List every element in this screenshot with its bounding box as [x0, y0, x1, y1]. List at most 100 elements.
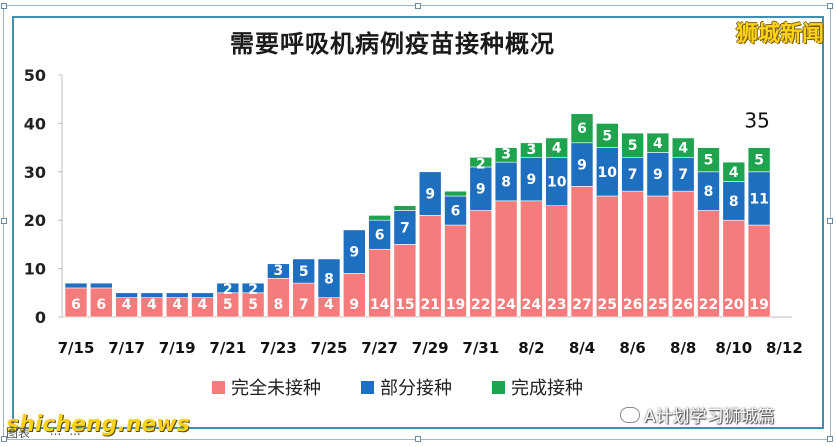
bar-complete — [570, 113, 594, 144]
data-label-unvaccinated: 4 — [198, 297, 208, 313]
bar-complete — [621, 132, 644, 158]
data-label-partial: 8 — [729, 194, 739, 210]
data-label-partial: 8 — [704, 184, 714, 200]
data-label-partial: 3 — [274, 263, 284, 279]
x-tick-label: 8/10 — [715, 339, 752, 357]
legend-label: 完成接种 — [511, 378, 583, 399]
data-label-partial: 8 — [501, 174, 511, 190]
x-tick-label: 7/15 — [58, 339, 95, 357]
y-tick-label: 30 — [24, 163, 46, 182]
data-label-complete: 2 — [476, 156, 486, 172]
data-label-partial: 9 — [653, 167, 663, 183]
data-label-complete: 3 — [501, 147, 511, 163]
data-label-unvaccinated: 22 — [699, 297, 718, 313]
bar-complete — [494, 147, 518, 163]
bar-complete — [393, 205, 417, 211]
caption-item: ... — [49, 424, 62, 438]
data-label-partial: 9 — [425, 187, 435, 203]
legend-swatch — [492, 380, 505, 394]
data-label-partial: 7 — [400, 220, 410, 236]
bar-partial — [191, 292, 214, 298]
data-label-unvaccinated: 5 — [248, 297, 258, 313]
caption-bar: 图表 · ... ... — [6, 424, 81, 441]
data-label-unvaccinated: 25 — [598, 297, 617, 313]
data-label-partial: 2 — [248, 282, 258, 298]
bar-complete — [444, 190, 467, 197]
legend-label: 完全未接种 — [231, 378, 321, 399]
x-tick-label: 7/23 — [260, 339, 297, 357]
data-label-partial: 6 — [375, 228, 385, 244]
y-tick-label: 10 — [24, 260, 46, 279]
bar-complete — [520, 142, 543, 158]
data-label-complete: 5 — [628, 138, 638, 154]
data-label-unvaccinated: 19 — [446, 297, 465, 313]
bar-complete — [595, 123, 619, 148]
data-label-complete: 4 — [678, 141, 688, 157]
data-label-unvaccinated: 4 — [122, 297, 132, 313]
data-label-complete: 5 — [704, 153, 714, 169]
data-label-partial: 7 — [678, 167, 688, 183]
x-tick-label: 7/31 — [462, 339, 499, 357]
x-tick-label: 8/4 — [569, 339, 595, 357]
bar-complete — [722, 161, 746, 182]
data-label-unvaccinated: 23 — [547, 297, 566, 313]
bar-complete — [469, 156, 493, 168]
bar-partial — [216, 282, 240, 294]
legend-item-unvaccinated: 完全未接种 — [212, 374, 321, 400]
data-label-unvaccinated: 7 — [299, 297, 309, 313]
resize-handle-bottom-left[interactable] — [1, 436, 7, 442]
bar-complete — [671, 137, 695, 158]
data-label-complete: 4 — [729, 165, 739, 181]
resize-handle-top-right[interactable] — [827, 3, 833, 9]
data-label-unvaccinated: 15 — [395, 297, 414, 313]
data-label-unvaccinated: 26 — [673, 297, 692, 313]
data-label-complete: 5 — [754, 153, 764, 169]
data-label-partial: 9 — [476, 182, 486, 198]
legend-label: 部分接种 — [380, 378, 452, 399]
x-tick-label: 8/6 — [619, 339, 645, 357]
data-label-complete: 4 — [552, 141, 562, 157]
bar-partial — [267, 263, 290, 279]
resize-handle-right[interactable] — [827, 218, 833, 224]
data-label-unvaccinated: 9 — [349, 297, 359, 313]
data-label-unvaccinated: 8 — [274, 297, 284, 313]
resize-handle-bottom[interactable] — [415, 436, 421, 442]
x-tick-label: 8/8 — [670, 339, 696, 357]
y-tick-label: 0 — [35, 308, 46, 327]
bar-partial — [140, 292, 164, 298]
bar-partial — [342, 229, 366, 274]
x-tick-label: 7/27 — [361, 339, 398, 357]
y-tick-label: 50 — [24, 66, 46, 85]
legend-swatch — [212, 380, 225, 394]
data-label-complete: 3 — [527, 142, 537, 158]
caption-item: ... — [69, 424, 81, 438]
bar-partial — [292, 258, 316, 284]
data-label-unvaccinated: 6 — [96, 297, 106, 313]
resize-handle-bottom-right[interactable] — [827, 436, 833, 442]
bar-complete — [747, 147, 771, 173]
resize-handle-top[interactable] — [415, 3, 421, 9]
data-label-partial: 5 — [299, 264, 309, 280]
bar-partial — [90, 282, 113, 289]
data-label-unvaccinated: 19 — [749, 297, 768, 313]
legend-item-partial: 部分接种 — [361, 374, 452, 400]
total-annotation: 35 — [744, 109, 769, 133]
brand-logo-text: 狮城新闻 — [735, 22, 824, 47]
bar-partial — [241, 282, 265, 294]
x-tick-label: 7/21 — [209, 339, 246, 357]
resize-handle-top-left[interactable] — [1, 3, 7, 9]
data-label-partial: 9 — [527, 172, 537, 188]
resize-handle-left[interactable] — [1, 218, 7, 224]
data-label-unvaccinated: 27 — [572, 297, 591, 313]
bar-partial — [418, 171, 442, 216]
data-label-complete: 6 — [577, 121, 587, 137]
bar-complete — [646, 132, 670, 153]
data-label-partial: 9 — [577, 158, 587, 174]
data-label-unvaccinated: 6 — [71, 297, 81, 313]
data-label-unvaccinated: 24 — [522, 297, 542, 313]
bar-complete — [697, 147, 720, 173]
chart-title: 需要呼吸机病例疫苗接种概况 — [230, 30, 555, 58]
bar-complete — [545, 137, 569, 158]
x-tick-label: 7/25 — [311, 339, 348, 357]
bar-partial — [317, 258, 341, 298]
